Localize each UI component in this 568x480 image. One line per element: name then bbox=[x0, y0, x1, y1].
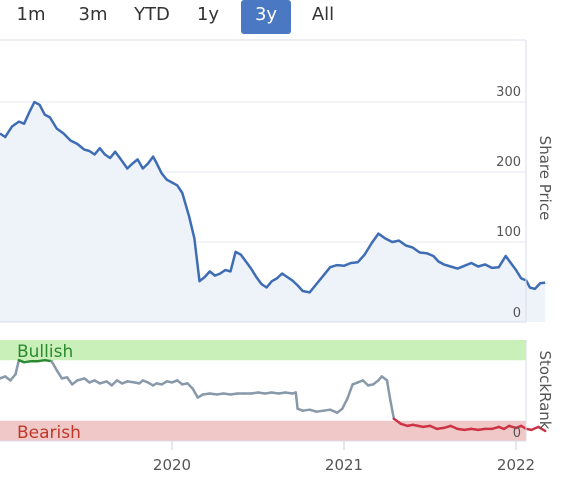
stockrank-band-label-bearish: Bearish bbox=[17, 423, 81, 443]
stockrank-zero-tick: 0 bbox=[513, 426, 521, 441]
stockrank-segment bbox=[191, 387, 200, 399]
stockrank-segment bbox=[385, 379, 392, 402]
range-button-3m[interactable]: 3m bbox=[78, 4, 108, 25]
x-tick-label: 2021 bbox=[325, 456, 363, 474]
stockrank-band-label-bullish: Bullish bbox=[17, 342, 73, 362]
x-tick-label: 2022 bbox=[497, 456, 535, 474]
stockrank-panel: Bullish Bearish 0 StockRank bbox=[0, 340, 554, 443]
stockrank-segment bbox=[341, 397, 349, 410]
stockrank-segment bbox=[428, 424, 439, 431]
range-button-1y[interactable]: 1y bbox=[196, 4, 220, 25]
x-axis: 2020 2021 2022 bbox=[153, 441, 535, 474]
price-y-ticks: 0 100 200 300 bbox=[496, 85, 521, 321]
price-tick-label: 300 bbox=[496, 85, 521, 100]
stockrank-segment bbox=[392, 417, 403, 426]
price-tick-label: 100 bbox=[496, 225, 521, 240]
stockrank-segment bbox=[389, 399, 396, 421]
price-axis-label: Share Price bbox=[536, 136, 554, 221]
stockrank-axis-label: StockRank bbox=[536, 351, 554, 430]
price-area-fill bbox=[0, 102, 546, 322]
price-tick-label: 0 bbox=[513, 306, 521, 321]
price-line bbox=[0, 100, 546, 294]
stockrank-segment bbox=[328, 408, 339, 414]
stockrank-line bbox=[0, 358, 547, 433]
stockrank-segment bbox=[9, 373, 17, 382]
range-button-ytd[interactable]: YTD bbox=[134, 4, 170, 25]
price-panel: 0 100 200 300 Share Price bbox=[0, 39, 554, 323]
stockrank-segment bbox=[14, 358, 21, 376]
range-selector: 1m 3m YTD 1y 3y All bbox=[0, 0, 568, 34]
stockrank-segment bbox=[55, 369, 64, 380]
stockrank-segment bbox=[449, 424, 459, 431]
stockrank-bands: Bullish Bearish bbox=[0, 340, 526, 443]
stockrank-segment bbox=[346, 383, 354, 400]
range-button-all[interactable]: All bbox=[311, 4, 335, 25]
stockrank-segment bbox=[537, 425, 547, 433]
stockrank-band-bullish bbox=[0, 340, 526, 361]
range-button-1m[interactable]: 1m bbox=[16, 4, 46, 25]
stockrank-segment bbox=[65, 376, 74, 386]
range-button-3y[interactable]: 3y bbox=[241, 0, 291, 34]
stockrank-segment bbox=[530, 425, 540, 432]
x-tick-label: 2020 bbox=[153, 456, 191, 474]
stockrank-segment bbox=[50, 359, 59, 372]
price-tick-label: 200 bbox=[496, 155, 521, 170]
stockrank-band-bearish bbox=[0, 420, 526, 441]
stockrank-segment bbox=[294, 391, 299, 410]
